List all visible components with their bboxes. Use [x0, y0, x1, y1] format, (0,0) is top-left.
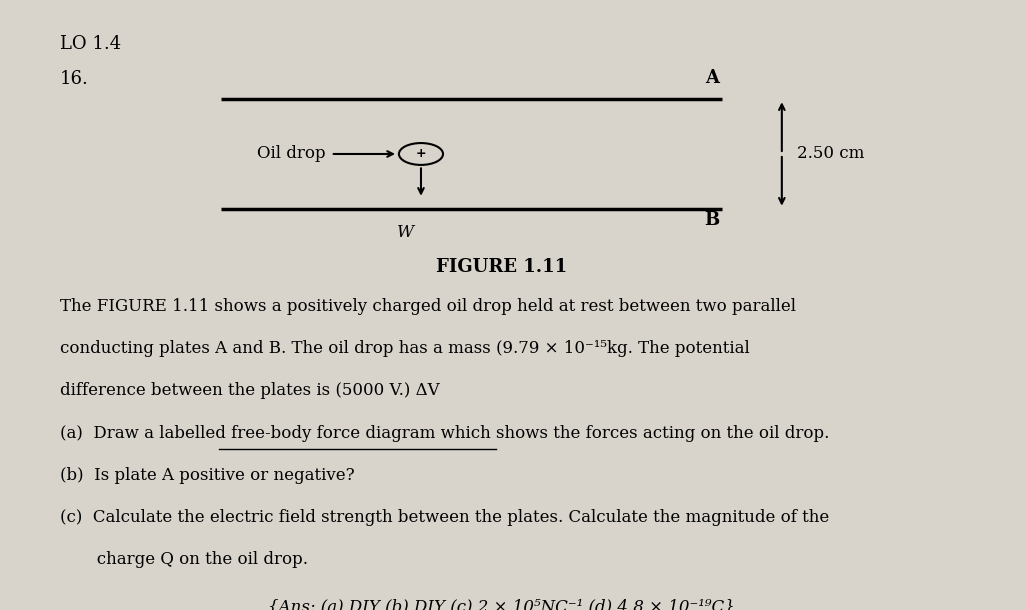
Text: B: B	[704, 211, 720, 229]
Text: Oil drop: Oil drop	[257, 145, 326, 162]
Text: 2.50 cm: 2.50 cm	[796, 145, 864, 162]
Text: W: W	[398, 223, 414, 240]
Text: difference between the plates is (5000 V.) ΔV: difference between the plates is (5000 V…	[60, 382, 440, 400]
Text: {Ans: (a) DIY (b) DIY (c) 2 × 10⁵NC⁻¹ (d) 4.8 × 10⁻¹⁹C}: {Ans: (a) DIY (b) DIY (c) 2 × 10⁵NC⁻¹ (d…	[268, 598, 735, 610]
Text: FIGURE 1.11: FIGURE 1.11	[436, 258, 567, 276]
Text: conducting plates A and B. The oil drop has a mass (9.79 × 10⁻¹⁵kg. The potentia: conducting plates A and B. The oil drop …	[60, 340, 750, 357]
Text: +: +	[416, 148, 426, 160]
Text: The FIGURE 1.11 shows a positively charged oil drop held at rest between two par: The FIGURE 1.11 shows a positively charg…	[60, 298, 796, 315]
Text: 16.: 16.	[60, 70, 89, 88]
Text: LO 1.4: LO 1.4	[60, 35, 121, 53]
Text: A: A	[704, 69, 719, 87]
Text: (b)  Is plate A positive or negative?: (b) Is plate A positive or negative?	[60, 467, 355, 484]
Text: charge Q on the oil drop.: charge Q on the oil drop.	[60, 551, 309, 569]
Text: (a)  Draw a labelled free-body force diagram which shows the forces acting on th: (a) Draw a labelled free-body force diag…	[60, 425, 829, 442]
Text: (c)  Calculate the electric field strength between the plates. Calculate the mag: (c) Calculate the electric field strengt…	[60, 509, 829, 526]
